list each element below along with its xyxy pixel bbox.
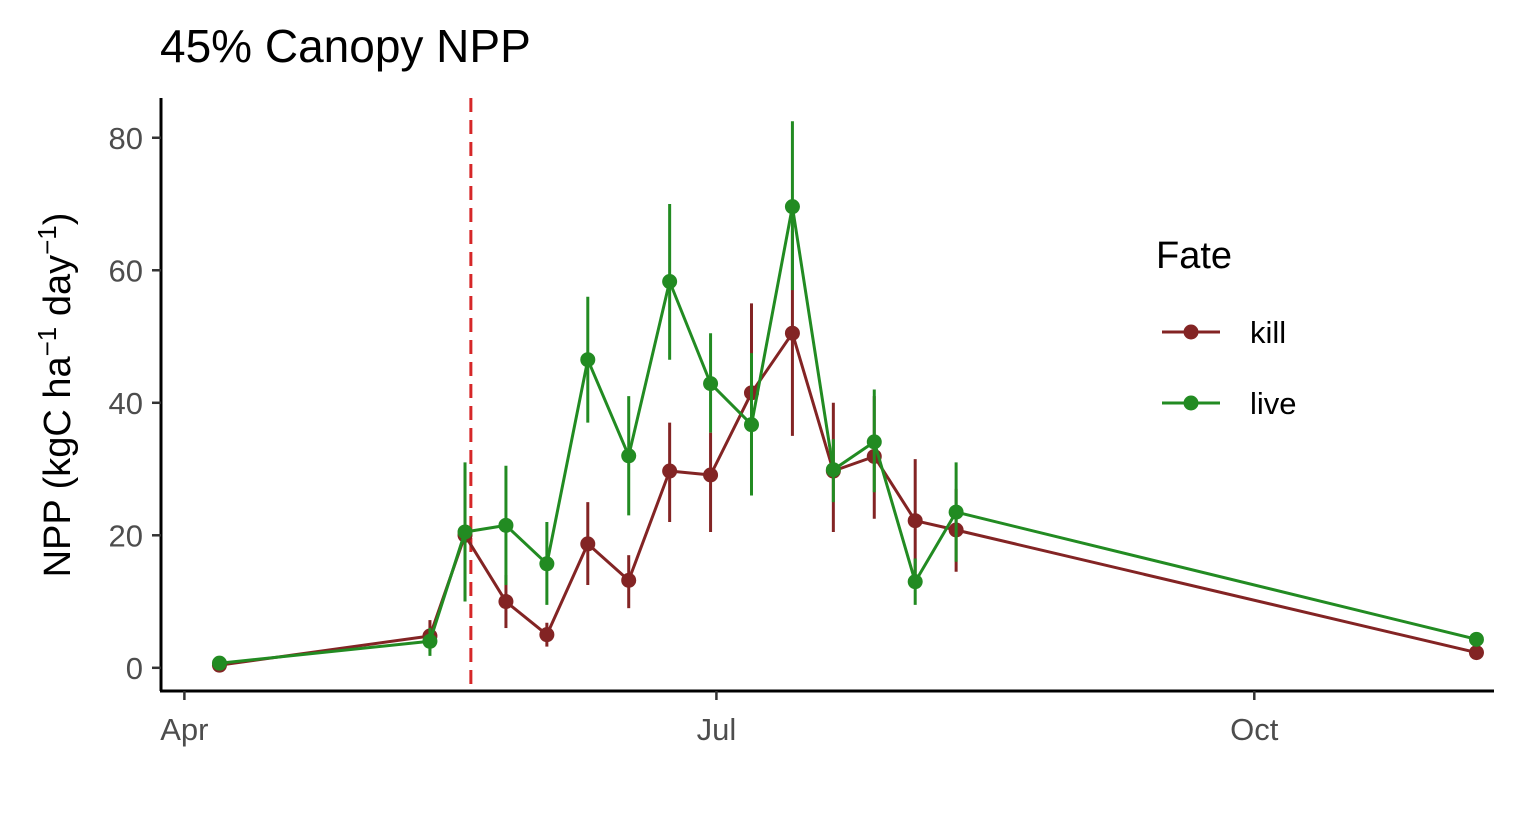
y-axis-title-superscript-1: −1: [32, 327, 62, 357]
data-point: [580, 536, 596, 552]
y-tick-label: 0: [126, 651, 143, 686]
series-line: [219, 205, 1477, 665]
legend-key-point: [1183, 324, 1199, 340]
data-point: [662, 274, 678, 290]
data-point: [866, 434, 882, 450]
data-point: [784, 325, 800, 341]
data-point: [948, 504, 964, 520]
data-point: [825, 462, 841, 478]
data-point: [211, 655, 227, 671]
data-point: [662, 463, 678, 479]
chart-title: 45% Canopy NPP: [160, 20, 531, 72]
data-point: [743, 417, 759, 433]
series-kill: [211, 230, 1484, 673]
x-tick-label: Apr: [160, 712, 208, 747]
data-point: [539, 556, 555, 572]
series-live: [211, 121, 1484, 671]
data-point: [539, 627, 555, 643]
data-point: [1468, 631, 1484, 647]
x-tick-label: Jul: [697, 712, 737, 747]
y-axis-title-suffix: ): [37, 213, 79, 226]
data-point: [703, 467, 719, 483]
data-point: [498, 517, 514, 533]
series-line: [219, 331, 1477, 667]
y-axis-title-middle: day: [37, 255, 79, 327]
data-point: [621, 572, 637, 588]
legend-title: Fate: [1156, 235, 1232, 277]
data-point: [907, 574, 923, 590]
data-point: [703, 376, 719, 392]
plot-area: [211, 98, 1484, 691]
y-axis-title: NPP (kgC ha−1 day−1): [32, 213, 79, 578]
legend-key-point: [1183, 395, 1199, 411]
y-tick-label: 40: [109, 386, 143, 421]
x-tick-label: Oct: [1230, 712, 1279, 747]
data-point: [907, 513, 923, 529]
data-point: [457, 524, 473, 540]
y-axis-title-prefix: NPP (kgC ha: [37, 356, 79, 578]
legend-label-kill: kill: [1250, 315, 1286, 350]
y-tick-label: 80: [109, 121, 143, 156]
data-point: [1468, 645, 1484, 661]
data-point: [621, 448, 637, 464]
y-tick-label: 60: [109, 253, 143, 288]
data-point: [498, 594, 514, 610]
data-point: [784, 199, 800, 215]
y-axis-title-superscript-2: −1: [32, 225, 62, 255]
legend: Fate kill live: [1156, 235, 1297, 421]
data-point: [422, 633, 438, 649]
data-point: [580, 352, 596, 368]
y-tick-label: 20: [109, 518, 143, 553]
axes: 0 20 40 60 80 Apr Jul Oct: [109, 121, 1279, 747]
legend-label-live: live: [1250, 386, 1297, 421]
